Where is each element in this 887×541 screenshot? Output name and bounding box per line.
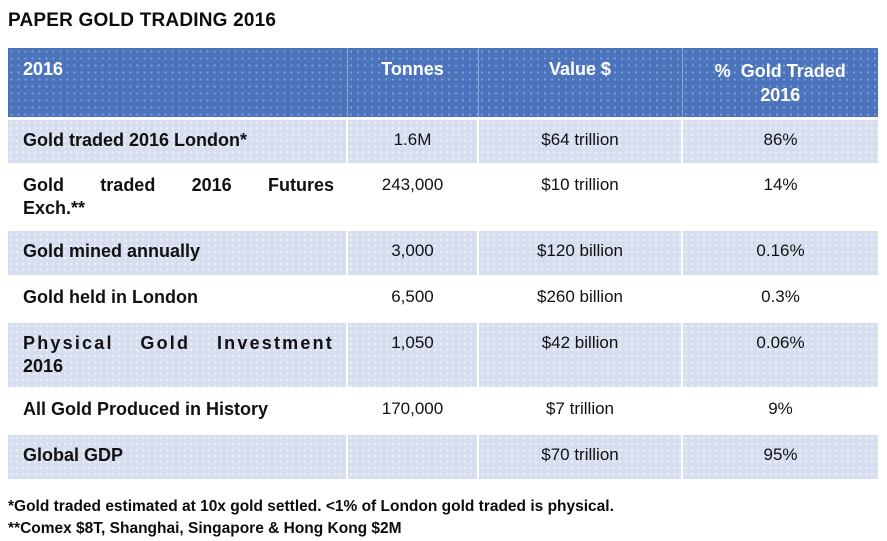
value-cell: $70 trillion <box>477 433 683 481</box>
row-label: Global GDP <box>8 433 348 481</box>
table-row: Gold mined annually 3,000 $120 billion 0… <box>8 229 878 277</box>
column-header-tonnes: Tonnes <box>346 48 479 120</box>
tonnes-cell: 170,000 <box>346 387 479 435</box>
row-label-line2: 2016 <box>23 356 64 377</box>
row-label-line1: Physical Gold Investment <box>23 333 334 353</box>
tonnes-cell <box>346 433 479 481</box>
tonnes-cell: 6,500 <box>346 275 479 323</box>
value-cell: $64 trillion <box>477 117 683 165</box>
pct-cell: 14% <box>681 163 878 231</box>
tonnes-cell: 1,050 <box>346 321 479 389</box>
column-header-2016: 2016 <box>8 48 348 120</box>
footnotes: *Gold traded estimated at 10x gold settl… <box>8 496 887 541</box>
row-label: All Gold Produced in History <box>8 387 348 435</box>
row-label: Gold mined annually <box>8 229 348 277</box>
row-label: Physical Gold Investment 2016 <box>8 321 348 389</box>
pct-cell: 0.06% <box>681 321 878 389</box>
pct-cell: 86% <box>681 117 878 165</box>
row-label-line1: Gold traded 2016 Futures <box>23 175 334 195</box>
tonnes-cell: 1.6M <box>346 117 479 165</box>
value-cell: $7 trillion <box>477 387 683 435</box>
row-label: Gold traded 2016 London* <box>8 117 348 165</box>
table-header-row: 2016 Tonnes Value $ % Gold Traded 2016 <box>8 48 878 120</box>
pct-cell: 0.3% <box>681 275 878 323</box>
footnote-2: **Comex $8T, Shanghai, Singapore & Hong … <box>8 520 402 538</box>
value-cell: $42 billion <box>477 321 683 389</box>
table-row: Gold traded 2016 Futures Exch.** 243,000… <box>8 163 878 231</box>
column-header-value: Value $ <box>477 48 683 120</box>
table-row: Physical Gold Investment 2016 1,050 $42 … <box>8 321 878 389</box>
table-row: Gold held in London 6,500 $260 billion 0… <box>8 275 878 323</box>
table-row: Global GDP $70 trillion 95% <box>8 433 878 481</box>
pct-cell: 0.16% <box>681 229 878 277</box>
value-cell: $120 billion <box>477 229 683 277</box>
column-header-pct-gold-traded: % Gold Traded 2016 <box>681 48 878 120</box>
value-cell: $10 trillion <box>477 163 683 231</box>
paper-gold-table: 2016 Tonnes Value $ % Gold Traded 2016 G… <box>8 48 878 481</box>
row-label: Gold held in London <box>8 275 348 323</box>
value-cell: $260 billion <box>477 275 683 323</box>
pct-cell: 9% <box>681 387 878 435</box>
pct-cell: 95% <box>681 433 878 481</box>
row-label-line2: Exch.** <box>23 198 86 219</box>
table-row: All Gold Produced in History 170,000 $7 … <box>8 387 878 435</box>
footnote-1: *Gold traded estimated at 10x gold settl… <box>8 498 614 515</box>
tonnes-cell: 243,000 <box>346 163 479 231</box>
tonnes-cell: 3,000 <box>346 229 479 277</box>
table-row: Gold traded 2016 London* 1.6M $64 trilli… <box>8 117 878 165</box>
page-title: PAPER GOLD TRADING 2016 <box>8 10 277 31</box>
row-label: Gold traded 2016 Futures Exch.** <box>8 163 348 231</box>
